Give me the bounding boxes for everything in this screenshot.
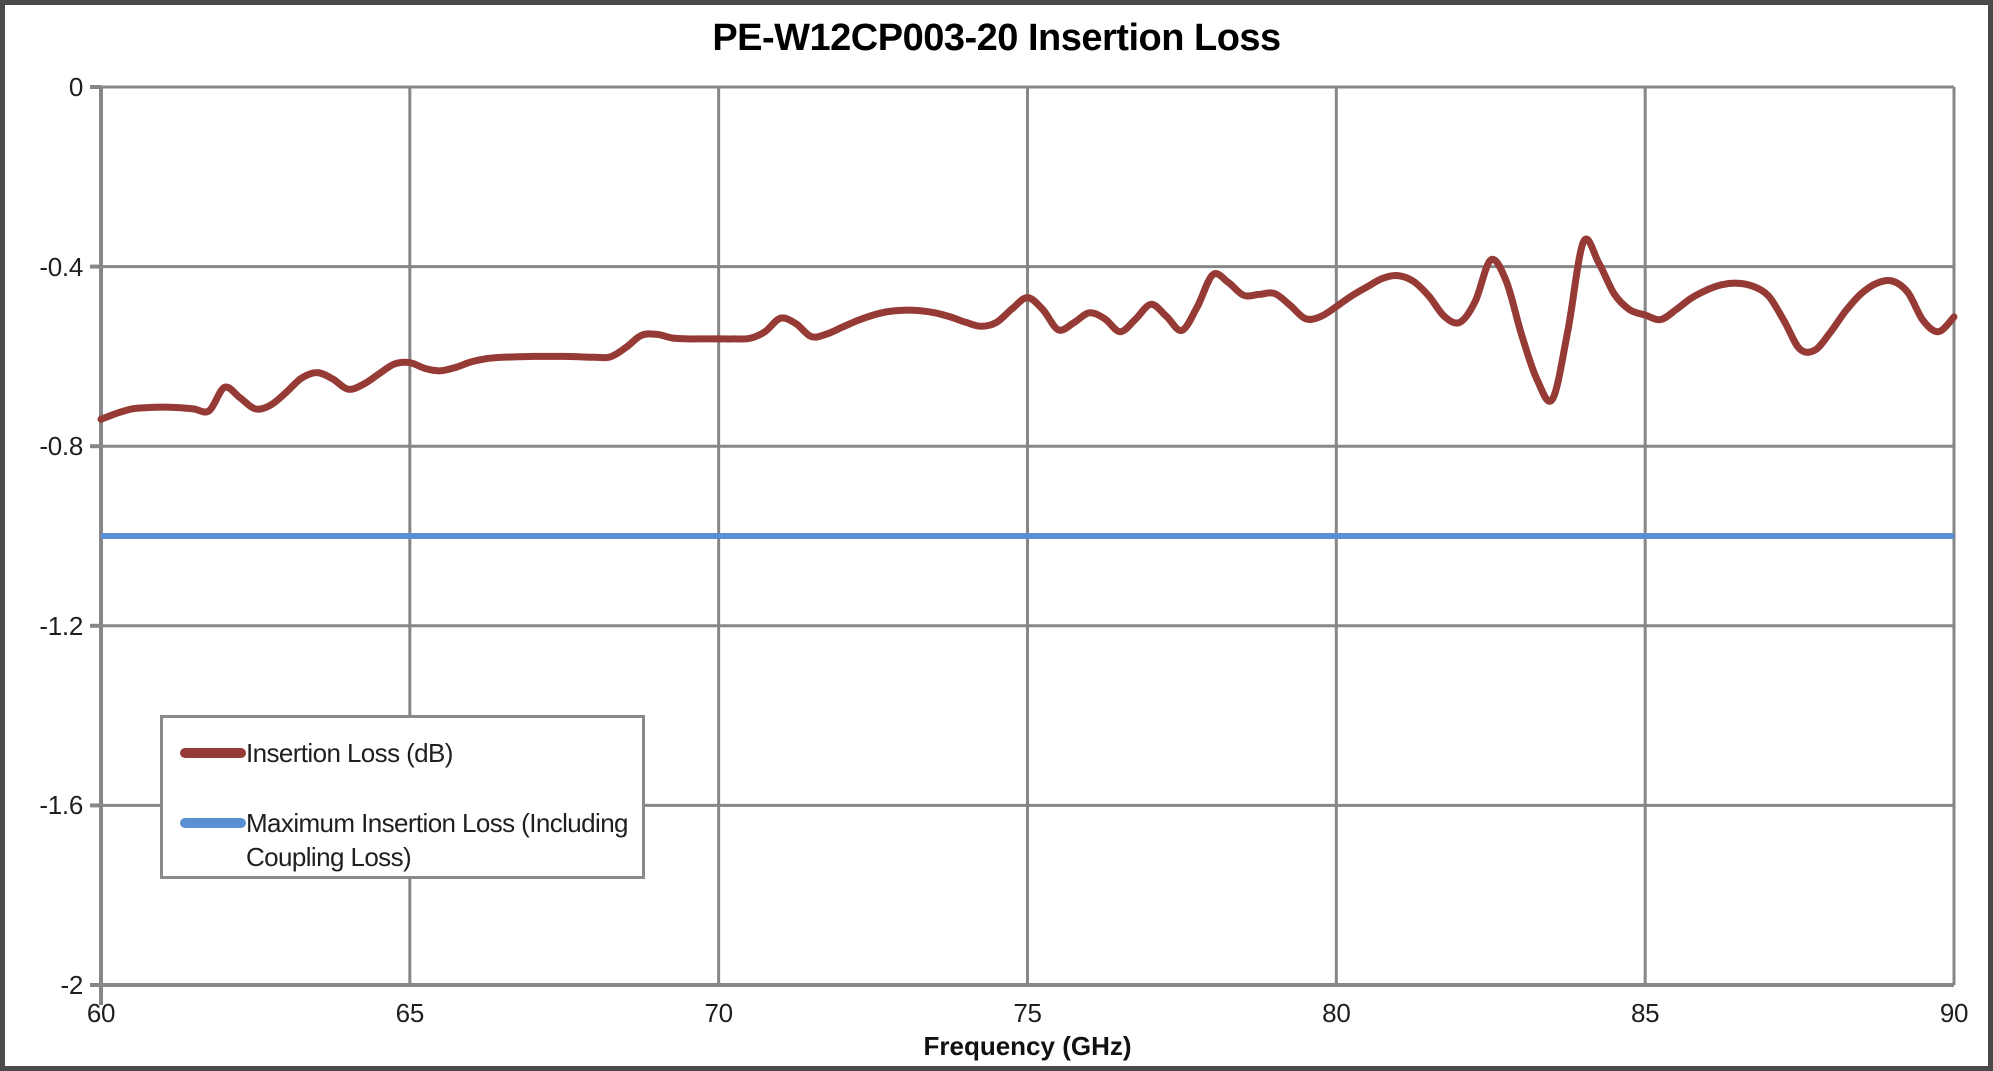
x-tick-label: 75 (1013, 998, 1042, 1028)
y-tick-label: -1.2 (39, 610, 83, 641)
legend-item-insertion-loss: Insertion Loss (dB) (180, 736, 636, 770)
y-tick-label: -0.8 (39, 431, 83, 462)
legend: Insertion Loss (dB) Maximum Insertion Lo… (160, 715, 645, 879)
x-tick-label: 65 (395, 998, 425, 1028)
chart-title: PE-W12CP003-20 Insertion Loss (712, 17, 1281, 59)
x-tick-label: 80 (1322, 998, 1351, 1028)
x-tick-label: 70 (704, 998, 733, 1028)
insertion-loss-swatch (180, 748, 246, 758)
plot-area (90, 85, 1958, 1005)
max-insertion-loss-swatch (180, 818, 246, 828)
y-tick-label: -1.6 (39, 790, 83, 821)
x-axis-title: Frequency (GHz) (923, 1031, 1132, 1061)
x-tick-label: 60 (86, 998, 116, 1028)
legend-label: Maximum Insertion Loss (Including Coupli… (246, 808, 629, 872)
y-tick-label: -2 (60, 970, 83, 1000)
y-tick-label: 0 (68, 72, 83, 102)
insertion-loss-series (97, 235, 1958, 423)
x-tick-label: 90 (1939, 998, 1969, 1028)
legend-label: Insertion Loss (dB) (246, 738, 453, 768)
legend-item-max-insertion-loss: Maximum Insertion Loss (Including Coupli… (180, 806, 636, 874)
x-tick-label: 85 (1630, 998, 1660, 1028)
y-tick-label: -0.4 (39, 251, 83, 282)
